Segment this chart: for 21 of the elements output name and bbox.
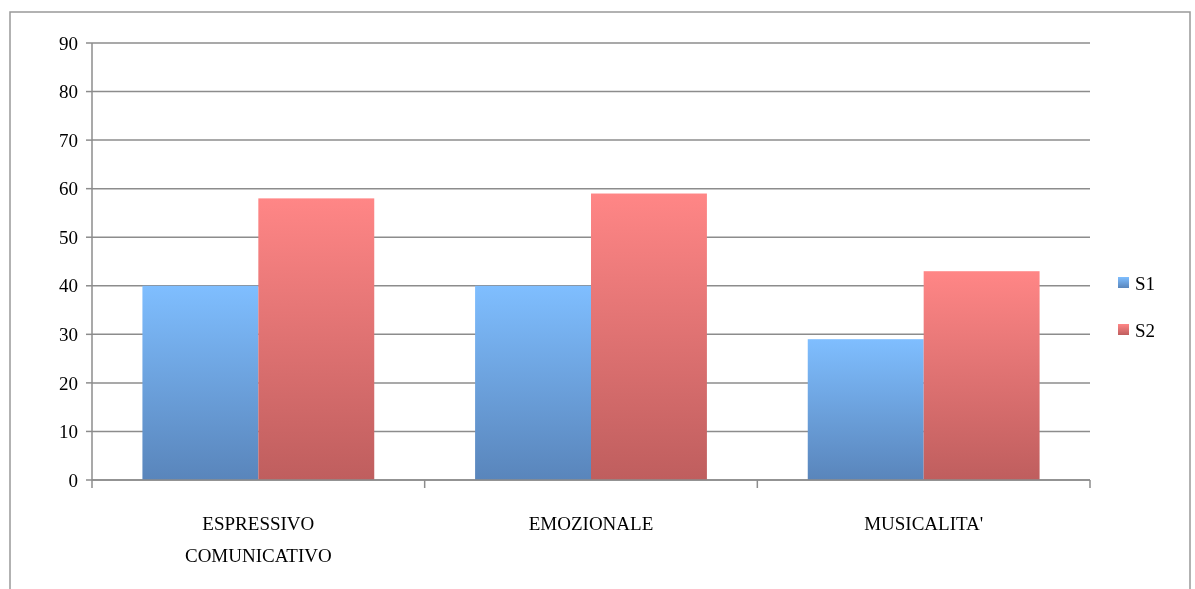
bar <box>142 285 259 480</box>
y-tick-label: 40 <box>59 275 78 297</box>
y-tick-label: 0 <box>68 469 78 491</box>
x-tick-label: MUSICALITA' <box>864 513 984 534</box>
bar <box>475 285 591 480</box>
legend-label: S1 <box>1135 272 1156 294</box>
y-tick-label: 80 <box>59 81 78 103</box>
legend-label: S2 <box>1135 319 1156 341</box>
bar <box>923 271 1040 480</box>
bar <box>807 339 924 480</box>
y-tick-label: 70 <box>59 129 78 151</box>
y-tick-label: 60 <box>59 178 78 200</box>
y-tick-label: 90 <box>59 32 78 54</box>
x-tick-label: EMOZIONALE <box>528 513 654 534</box>
y-tick-label: 50 <box>59 226 78 248</box>
y-tick-label: 20 <box>59 372 78 394</box>
x-tick-label: ESPRESSIVO COMUNICATIVO <box>184 513 332 566</box>
y-tick-label: 30 <box>59 323 78 345</box>
bar <box>258 198 375 480</box>
y-tick-label: 10 <box>59 421 78 443</box>
bar <box>591 193 707 480</box>
